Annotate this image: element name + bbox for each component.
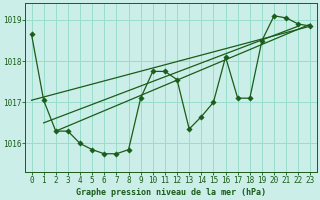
X-axis label: Graphe pression niveau de la mer (hPa): Graphe pression niveau de la mer (hPa) (76, 188, 266, 197)
